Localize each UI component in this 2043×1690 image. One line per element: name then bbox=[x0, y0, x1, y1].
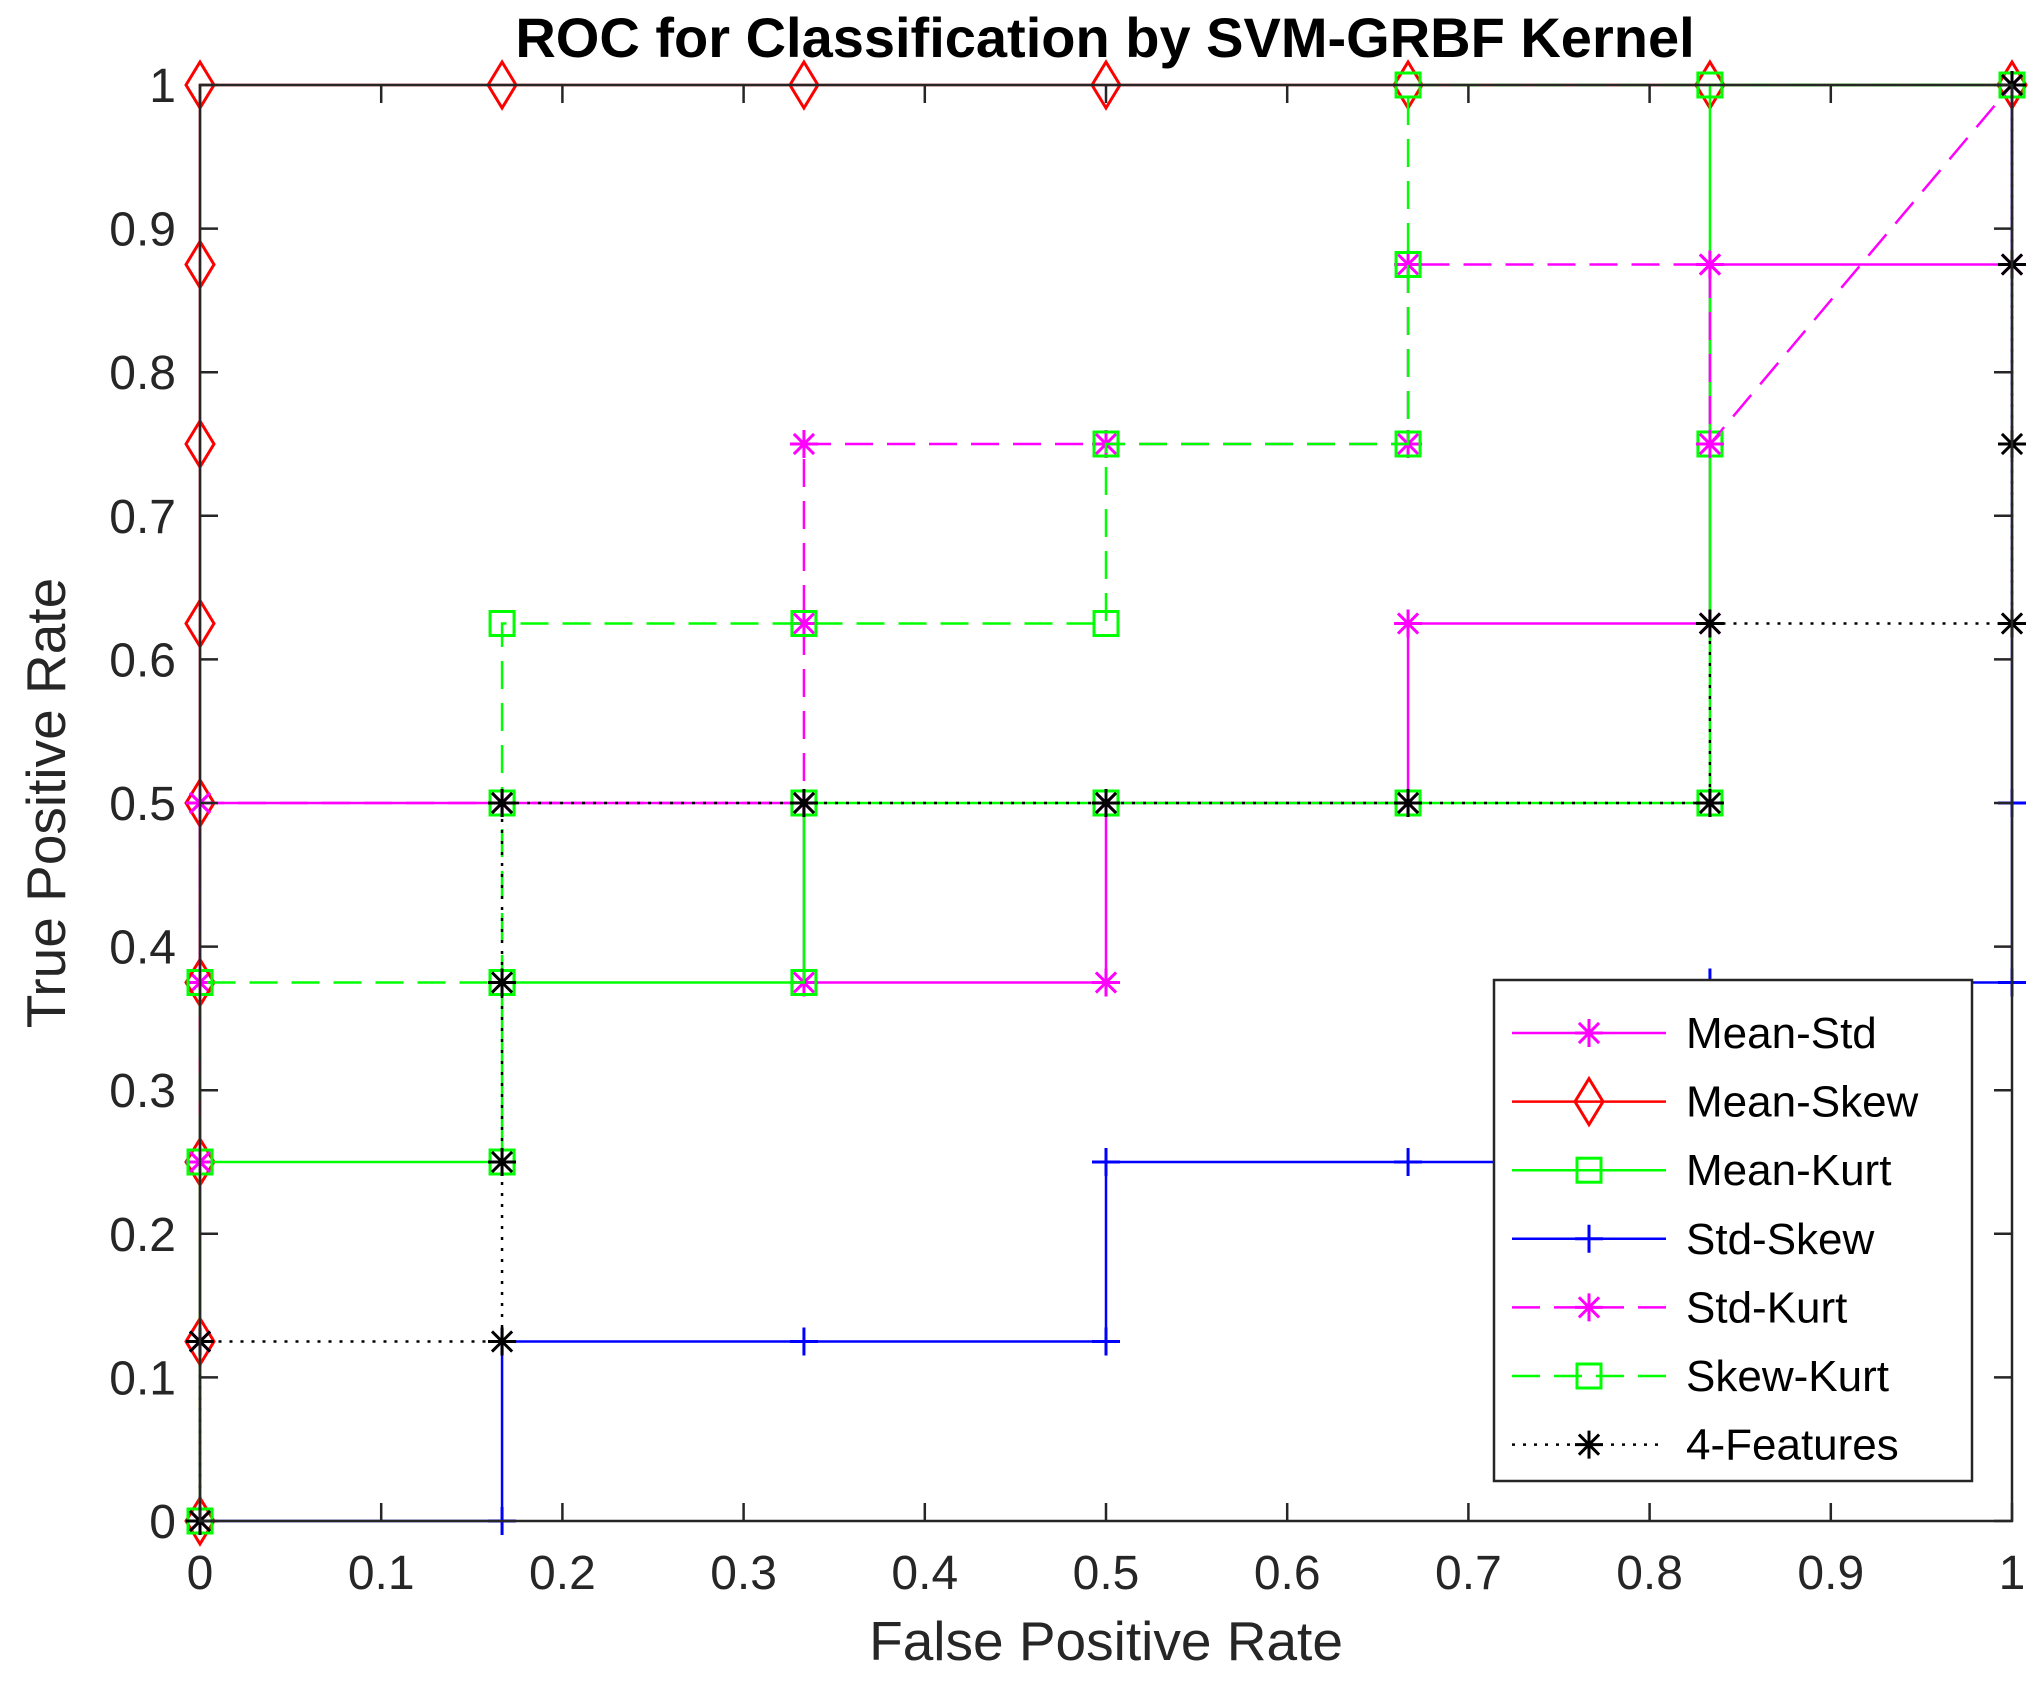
x-tick-label: 0.7 bbox=[1435, 1547, 1502, 1600]
data-point bbox=[1394, 789, 1423, 817]
data-point bbox=[1394, 609, 1423, 638]
legend-marker bbox=[1573, 1075, 1605, 1128]
series-line-mean-kurt bbox=[198, 83, 2012, 1521]
data-point bbox=[488, 610, 516, 637]
data-point bbox=[1092, 968, 1120, 997]
data-point bbox=[486, 59, 518, 111]
data-point bbox=[1092, 1148, 1120, 1176]
x-tick-label: 0.1 bbox=[348, 1547, 415, 1600]
x-tick-label: 0 bbox=[187, 1547, 214, 1600]
x-tick-label: 0.4 bbox=[891, 1547, 958, 1600]
legend: Mean-Std Mean-Skew Mean-Kurt Std-Skew Std-Ku… bbox=[1492, 978, 1974, 1483]
data-point bbox=[488, 968, 517, 997]
data-point bbox=[1394, 251, 1422, 278]
x-tick-label: 0.3 bbox=[710, 1547, 777, 1600]
data-point bbox=[1092, 1327, 1120, 1356]
legend-label: Mean-Kurt bbox=[1686, 1146, 1891, 1195]
y-tick-label: 0.3 bbox=[109, 1065, 176, 1118]
ticks: 0 0.1 0.2 0.3 0.4 0.5 0.6 0.7 0.8 0.9 1 0 0.1 0.2 0.3 0… bbox=[109, 60, 2025, 1600]
y-tick-label: 0.7 bbox=[109, 491, 176, 544]
data-point bbox=[789, 789, 818, 817]
data-point bbox=[1695, 430, 1724, 458]
data-point bbox=[1394, 1148, 1423, 1176]
legend-entry-std-kurt: Std-Kurt bbox=[1512, 1283, 1847, 1332]
data-point bbox=[488, 1327, 517, 1356]
x-tick-label: 1 bbox=[1999, 1547, 2026, 1600]
data-point bbox=[1695, 789, 1724, 817]
legend-marker bbox=[1575, 1293, 1603, 1322]
x-tick-label: 0.5 bbox=[1073, 1547, 1140, 1600]
legend-entry-std-skew: Std-Skew bbox=[1512, 1215, 1875, 1264]
data-point bbox=[1695, 609, 1724, 638]
y-axis-label: True Positive Rate bbox=[15, 578, 77, 1028]
data-point bbox=[1092, 430, 1120, 458]
y-tick-label: 1 bbox=[149, 60, 176, 113]
data-point bbox=[488, 789, 517, 817]
legend-entry-mean-kurt: Mean-Kurt bbox=[1512, 1146, 1891, 1195]
data-point bbox=[790, 610, 818, 637]
x-axis-label: False Positive Rate bbox=[869, 1610, 1343, 1672]
legend-box bbox=[1492, 978, 1974, 1483]
legend-label: Skew-Kurt bbox=[1686, 1352, 1889, 1401]
data-point bbox=[790, 969, 818, 996]
data-point bbox=[788, 59, 820, 111]
data-point bbox=[1695, 250, 1724, 279]
y-tick-label: 0.9 bbox=[109, 204, 176, 257]
x-tick-label: 0.6 bbox=[1254, 1547, 1321, 1600]
series-line-skew-kurt bbox=[198, 83, 2012, 1521]
legend-marker bbox=[1575, 1156, 1603, 1184]
y-tick-label: 0 bbox=[149, 1496, 176, 1549]
legend-entry-4-features: 4-Features bbox=[1512, 1421, 1899, 1470]
data-point bbox=[789, 609, 818, 638]
legend-entry-mean-std: Mean-Std bbox=[1512, 1009, 1877, 1058]
legend-marker bbox=[1575, 1019, 1603, 1047]
legend-entry-skew-kurt: Skew-Kurt bbox=[1512, 1352, 1889, 1401]
legend-marker bbox=[1575, 1430, 1603, 1459]
y-tick-label: 0.6 bbox=[109, 634, 176, 687]
legend-label: Std-Kurt bbox=[1686, 1283, 1847, 1332]
x-tick-label: 0.8 bbox=[1616, 1547, 1683, 1600]
y-tick-label: 0.1 bbox=[109, 1352, 176, 1405]
y-tick-label: 0.4 bbox=[109, 922, 176, 975]
y-tick-label: 0.8 bbox=[109, 347, 176, 400]
data-point bbox=[789, 1327, 818, 1356]
legend-entry-mean-skew: Mean-Skew bbox=[1512, 1075, 1919, 1128]
x-tick-label: 0.9 bbox=[1797, 1547, 1864, 1600]
y-tick-label: 0.5 bbox=[109, 778, 176, 831]
legend-label: Mean-Skew bbox=[1686, 1078, 1919, 1127]
data-point bbox=[1394, 250, 1423, 279]
legend-label: 4-Features bbox=[1686, 1421, 1899, 1470]
legend-label: Std-Skew bbox=[1686, 1215, 1875, 1264]
legend-label: Mean-Std bbox=[1686, 1009, 1877, 1058]
data-point bbox=[488, 1148, 517, 1176]
data-point bbox=[1090, 59, 1122, 111]
x-tick-label: 0.2 bbox=[529, 1547, 596, 1600]
legend-marker bbox=[1575, 1362, 1603, 1390]
data-point bbox=[1394, 430, 1422, 458]
chart-title: ROC for Classification by SVM-GRBF Kerne… bbox=[515, 6, 1694, 69]
y-tick-label: 0.2 bbox=[109, 1209, 176, 1262]
legend-marker bbox=[1575, 1224, 1603, 1253]
data-point bbox=[1092, 789, 1120, 817]
data-point bbox=[1092, 610, 1120, 637]
data-point bbox=[789, 430, 818, 458]
